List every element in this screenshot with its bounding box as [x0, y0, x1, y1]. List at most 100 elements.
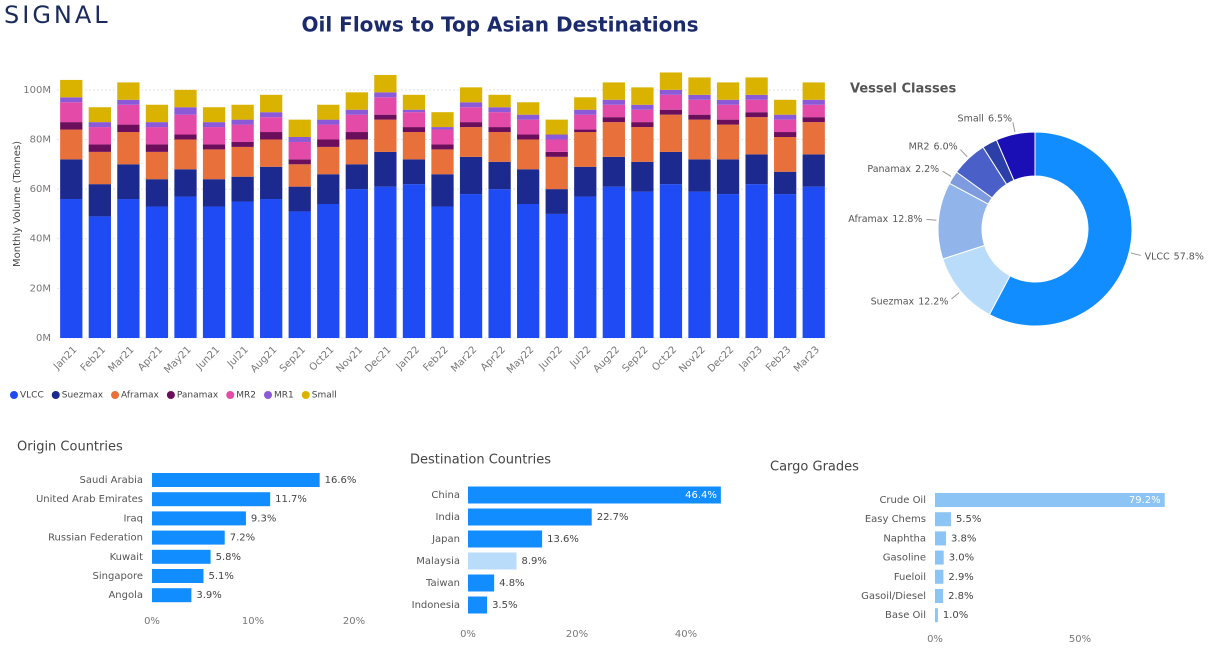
bar-segment	[774, 194, 797, 338]
category-label: Russian Federation	[48, 533, 143, 544]
bar-segment	[260, 132, 283, 140]
bar-segment	[317, 124, 340, 140]
leader-line	[942, 170, 952, 177]
bar-segment	[602, 186, 625, 338]
x-tick-label: Jan22	[394, 344, 422, 372]
bar-segment	[431, 112, 454, 128]
bar-segment	[345, 189, 368, 338]
category-label: Japan	[431, 534, 460, 545]
leader-line	[1130, 252, 1141, 256]
bar-segment	[774, 132, 797, 137]
bar-segment	[402, 184, 426, 338]
bar-segment	[88, 151, 111, 185]
slice-name: MR2	[909, 141, 930, 152]
category-label: Crude Oil	[879, 495, 926, 506]
bar-segment	[202, 206, 226, 338]
bar-segment	[117, 99, 140, 105]
bar-segment	[716, 82, 740, 100]
bar-segment	[745, 184, 768, 338]
bar-segment	[488, 107, 511, 113]
bar-segment	[88, 144, 111, 152]
bar-segment	[260, 117, 283, 133]
bar-segment	[88, 184, 111, 217]
bar-segment	[716, 119, 740, 125]
legend-label: Suezmax	[62, 391, 104, 401]
bar	[935, 608, 938, 623]
bar-segment	[545, 213, 568, 338]
slice-value: 12.2%	[918, 296, 948, 307]
bar-segment	[88, 122, 111, 128]
bar	[468, 486, 721, 504]
legend-swatch	[111, 391, 120, 399]
x-tick-label: Jan23	[736, 344, 764, 372]
slice-label: MR2 6.0%	[909, 141, 958, 152]
bar-segment	[60, 97, 83, 103]
bar-segment	[117, 164, 140, 200]
x-tick-label: Mar22	[449, 344, 479, 374]
bar-segment	[117, 132, 140, 165]
bar	[935, 550, 944, 565]
bar-segment	[288, 137, 311, 142]
bar-segment	[260, 199, 283, 338]
value-label: 5.5%	[956, 514, 981, 525]
bar-segment	[545, 139, 568, 152]
legend-swatch	[264, 391, 272, 399]
category-label: Saudi Arabia	[80, 475, 143, 486]
bar-segment	[688, 119, 711, 160]
legend-label: Small	[312, 391, 337, 401]
bar-segment	[345, 164, 368, 190]
legend-label: Aframax	[121, 391, 160, 401]
bar	[935, 531, 947, 546]
bar-segment	[716, 124, 740, 160]
leader-line	[926, 218, 937, 221]
bar-segment	[202, 149, 226, 180]
bar-segment	[459, 127, 483, 157]
bar-segment	[774, 114, 797, 120]
bar-segment	[402, 159, 426, 185]
slice-label: Panamax 2.2%	[867, 164, 939, 175]
category-label: Singapore	[93, 571, 143, 582]
bar-segment	[402, 132, 426, 160]
category-label: Malaysia	[416, 556, 460, 567]
bar-segment	[802, 154, 825, 187]
slice-value: 57.8%	[1174, 251, 1204, 262]
bar-segment	[774, 137, 797, 172]
bar-segment	[574, 114, 597, 130]
category-label: Kuwait	[110, 552, 143, 563]
y-tick-label: 60M	[30, 184, 51, 195]
bar-segment	[231, 176, 254, 202]
bar-segment	[459, 122, 483, 128]
bar-segment	[774, 99, 797, 115]
bar-segment	[317, 119, 340, 125]
bar-segment	[231, 104, 254, 120]
x-tick-label: Sep21	[278, 344, 308, 374]
bar-segment	[431, 149, 454, 175]
bar-segment	[574, 109, 597, 115]
x-tick-label: 40%	[675, 629, 697, 640]
bar-segment	[517, 119, 540, 135]
bar-segment	[517, 169, 540, 204]
bar-segment	[574, 97, 597, 110]
x-tick-label: Jan21	[51, 344, 79, 372]
bar-segment	[574, 129, 597, 133]
legend-swatch	[226, 391, 235, 399]
value-label: 11.7%	[275, 494, 307, 505]
bar-segment	[231, 119, 254, 125]
category-label: China	[431, 490, 460, 501]
bar-segment	[374, 151, 397, 187]
category-label: Base Oil	[885, 610, 926, 621]
x-tick-label: 10%	[242, 616, 264, 627]
bar-segment	[659, 184, 683, 338]
bar	[152, 530, 225, 545]
value-label: 4.8%	[499, 578, 524, 589]
category-label: Fueloil	[894, 572, 926, 583]
category-label: Easy Chems	[865, 514, 926, 525]
bar-segment	[459, 87, 483, 103]
y-axis-label: Monthly Volume (Tonnes)	[12, 141, 23, 267]
bar-segment	[688, 159, 711, 192]
x-tick-label: Jun22	[536, 344, 565, 373]
category-label: Angola	[108, 590, 143, 601]
bar-segment	[374, 97, 397, 115]
bar-segment	[602, 117, 625, 123]
